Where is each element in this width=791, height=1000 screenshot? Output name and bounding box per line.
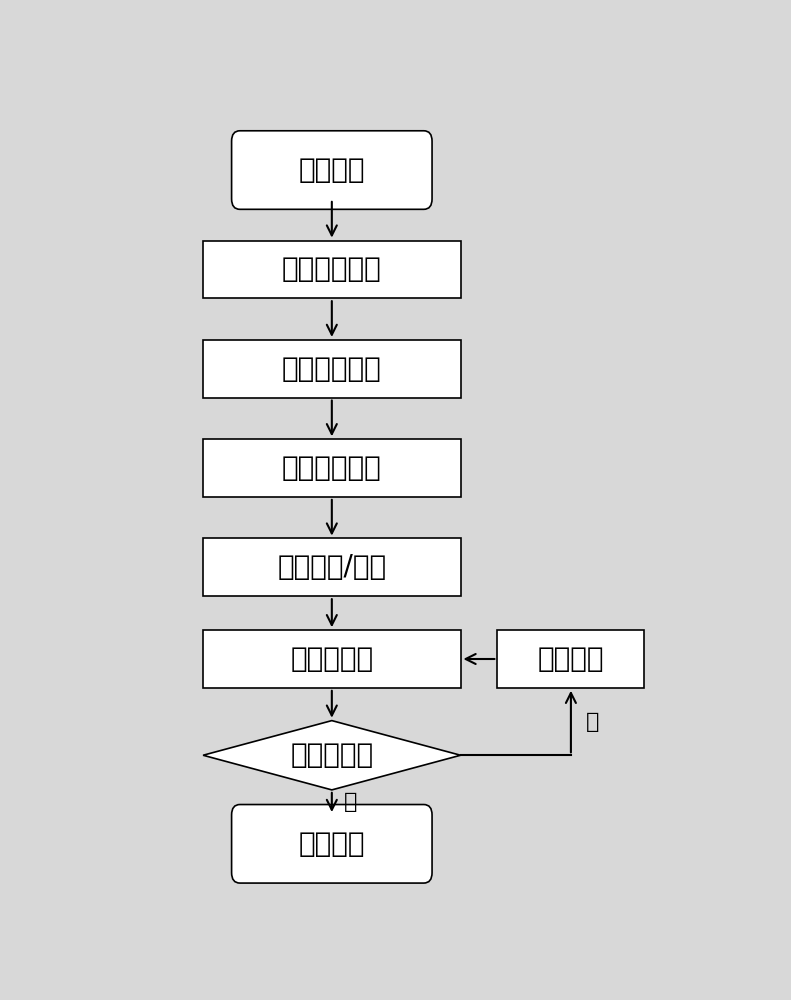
Text: 回归测试: 回归测试 [538,645,604,673]
Text: 有: 有 [585,712,599,732]
Text: 是否有缺陷: 是否有缺陷 [290,741,373,769]
FancyBboxPatch shape [232,131,432,209]
Text: 配置测试环境: 配置测试环境 [282,355,382,383]
Text: 选择测试用例: 选择测试用例 [282,454,382,482]
Text: 读测试报告: 读测试报告 [290,645,373,673]
Text: 结束测试: 结束测试 [298,830,365,858]
Text: 开始测试/仿真: 开始测试/仿真 [278,553,386,581]
Bar [203,538,460,596]
Text: 开始测试: 开始测试 [298,156,365,184]
Bar [203,241,460,298]
Bar [203,340,460,398]
Bar [203,630,460,688]
Polygon shape [203,721,460,790]
FancyBboxPatch shape [232,805,432,883]
Text: 无: 无 [343,792,357,812]
Bar [203,439,460,497]
Text: 配置被测模型: 配置被测模型 [282,255,382,283]
Bar [498,630,645,688]
